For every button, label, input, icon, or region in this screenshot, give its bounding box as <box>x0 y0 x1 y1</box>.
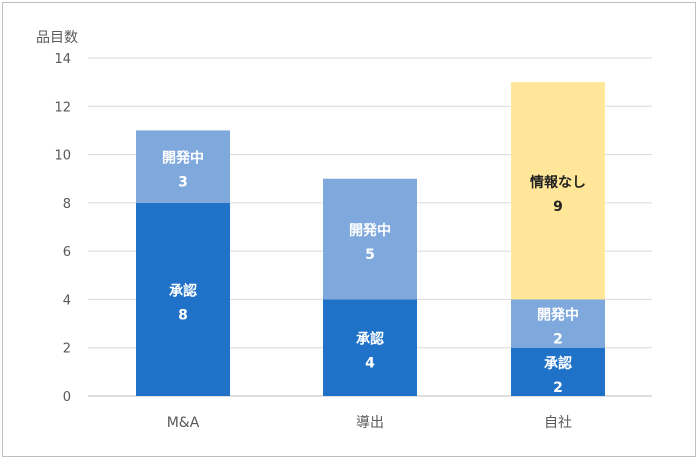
bar-segment <box>323 299 417 396</box>
segment-series-label: 開発中 <box>162 150 204 167</box>
y-tick-label: 0 <box>63 390 71 405</box>
x-category-label: 導出 <box>356 415 384 431</box>
x-category-label: 自社 <box>544 415 572 431</box>
y-axis-label: 品目数 <box>36 30 78 46</box>
segment-series-label: 承認 <box>356 331 384 348</box>
bar-segment <box>323 178 417 300</box>
y-axis-ticks: 0 2 4 6 8 10 12 14 <box>54 52 71 405</box>
y-tick-label: 4 <box>63 293 71 308</box>
segment-value-label: 9 <box>553 199 563 215</box>
y-tick-label: 2 <box>63 342 71 357</box>
bar-segment <box>511 347 605 396</box>
segment-value-label: 2 <box>553 332 563 348</box>
bar-segment <box>136 130 230 203</box>
segment-value-label: 4 <box>365 356 375 372</box>
segment-series-label: 情報なし <box>530 174 586 191</box>
x-category-label: M&A <box>167 415 200 431</box>
y-tick-label: 14 <box>54 52 71 67</box>
segment-value-label: 3 <box>178 175 188 191</box>
bar-segment <box>511 82 605 300</box>
y-tick-label: 6 <box>63 245 71 260</box>
bar-segment <box>511 299 605 348</box>
bars: 承認 8 開発中 3 承認 4 開発中 5 承認 2 開発中 2 情報なし 9 <box>136 82 605 396</box>
x-axis-categories: M&A 導出 自社 <box>167 415 572 431</box>
y-tick-label: 10 <box>54 149 71 164</box>
segment-value-label: 2 <box>553 380 563 396</box>
segment-series-label: 承認 <box>544 355 572 372</box>
segment-value-label: 5 <box>365 247 375 263</box>
segment-series-label: 開発中 <box>349 222 391 239</box>
y-tick-label: 8 <box>63 197 71 212</box>
segment-series-label: 開発中 <box>537 307 579 324</box>
y-tick-label: 12 <box>54 100 71 115</box>
segment-value-label: 8 <box>178 307 188 323</box>
bar-segment <box>136 202 230 396</box>
segment-series-label: 承認 <box>169 282 197 299</box>
